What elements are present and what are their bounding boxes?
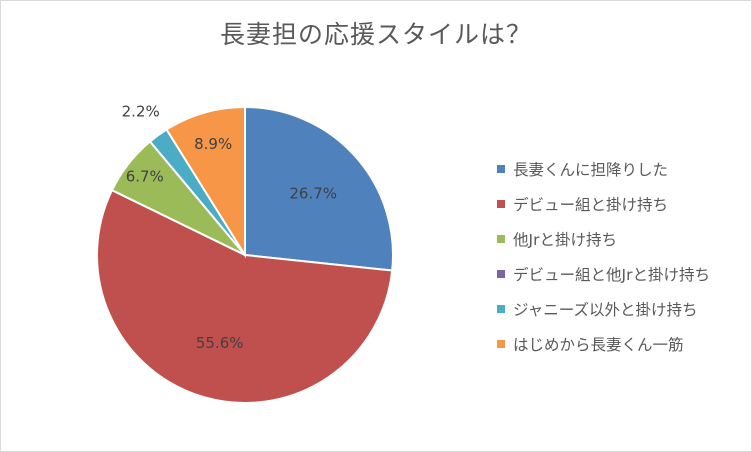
legend-item-4: デビュー組と他Jrと掛け持ち: [497, 256, 710, 291]
pie-slice-6: [165, 105, 246, 259]
legend-label-4: デビュー組と他Jrと掛け持ち: [513, 265, 710, 284]
legend-item-3: 他Jrと掛け持ち: [497, 221, 710, 256]
legend-label-3: 他Jrと掛け持ち: [513, 230, 617, 249]
data-label-1: 26.7%: [289, 185, 337, 203]
data-label-2: 55.6%: [196, 334, 244, 352]
legend-swatch-3: [497, 234, 505, 243]
legend-label-6: はじめから長妻くん一筋: [513, 335, 684, 354]
legend-item-6: はじめから長妻くん一筋: [497, 326, 710, 361]
legend-swatch-1: [497, 164, 505, 173]
data-label-5: 2.2%: [122, 102, 160, 120]
legend: 長妻くんに担降りした デビュー組と掛け持ち 他Jrと掛け持ちデビュー組と他Jrと掛け…: [497, 151, 710, 361]
legend-swatch-2: [497, 199, 505, 208]
legend-swatch-4: [497, 269, 505, 278]
legend-label-2: デビュー組と掛け持ち: [513, 195, 669, 214]
data-label-3: 6.7%: [126, 168, 164, 186]
legend-item-2: デビュー組と掛け持ち: [497, 186, 710, 221]
legend-item-5: ジャニーズ以外と掛け持ち: [497, 291, 710, 326]
chart-title: 長妻担の応援スタイルは？: [219, 20, 532, 49]
pie-slice-2: [96, 188, 394, 404]
legend-label-5: ジャニーズ以外と掛け持ち: [513, 300, 698, 319]
legend-label-1: 長妻くんに担降りした: [513, 160, 669, 179]
pie-slice-1: [244, 105, 394, 272]
legend-item-1: 長妻くんに担降りした: [497, 151, 710, 186]
data-label-6: 8.9%: [194, 135, 232, 153]
legend-swatch-5: [497, 304, 505, 313]
legend-swatch-6: [497, 339, 505, 348]
